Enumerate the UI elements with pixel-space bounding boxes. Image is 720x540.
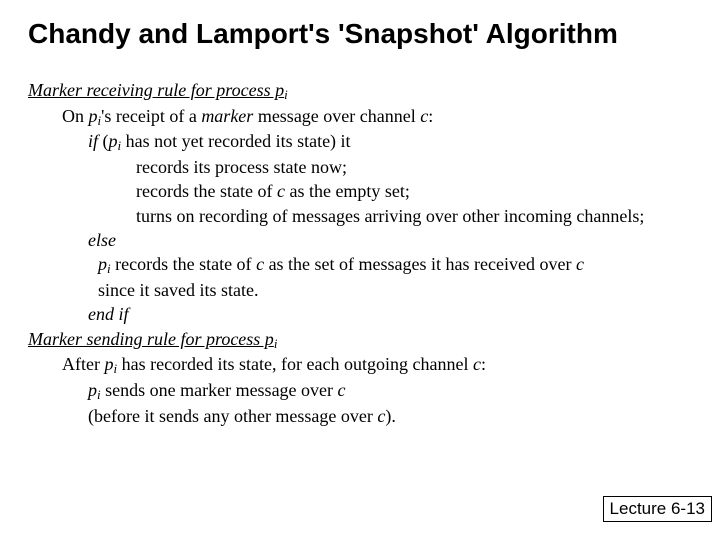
rule-receiving-heading: Marker receiving rule for process pi [28, 78, 700, 104]
record-empty-line: records the state of c as the empty set; [28, 179, 700, 203]
rule1-text: Marker receiving rule for process pi [28, 80, 288, 100]
slide-title: Chandy and Lamport's 'Snapshot' Algorith… [0, 0, 720, 50]
on-receipt-line: On pi's receipt of a marker message over… [28, 104, 700, 130]
after-line: After pi has recorded its state, for eac… [28, 352, 700, 378]
else-line: else [28, 228, 700, 252]
record-state-line: records its process state now; [28, 155, 700, 179]
lecture-label: Lecture 6-13 [603, 496, 712, 522]
else-body-line2: since it saved its state. [28, 278, 700, 302]
slide-body: Marker receiving rule for process pi On … [0, 50, 720, 428]
before-line: (before it sends any other message over … [28, 404, 700, 428]
turn-on-recording-line: turns on recording of messages arriving … [28, 204, 700, 228]
else-body-line1: pi records the state of c as the set of … [28, 252, 700, 278]
if-line: if (pi has not yet recorded its state) i… [28, 129, 700, 155]
endif-line: end if [28, 302, 700, 326]
send-line: pi sends one marker message over c [28, 378, 700, 404]
rule2-text: Marker sending rule for process pi [28, 329, 277, 349]
rule-sending-heading: Marker sending rule for process pi [28, 327, 700, 353]
